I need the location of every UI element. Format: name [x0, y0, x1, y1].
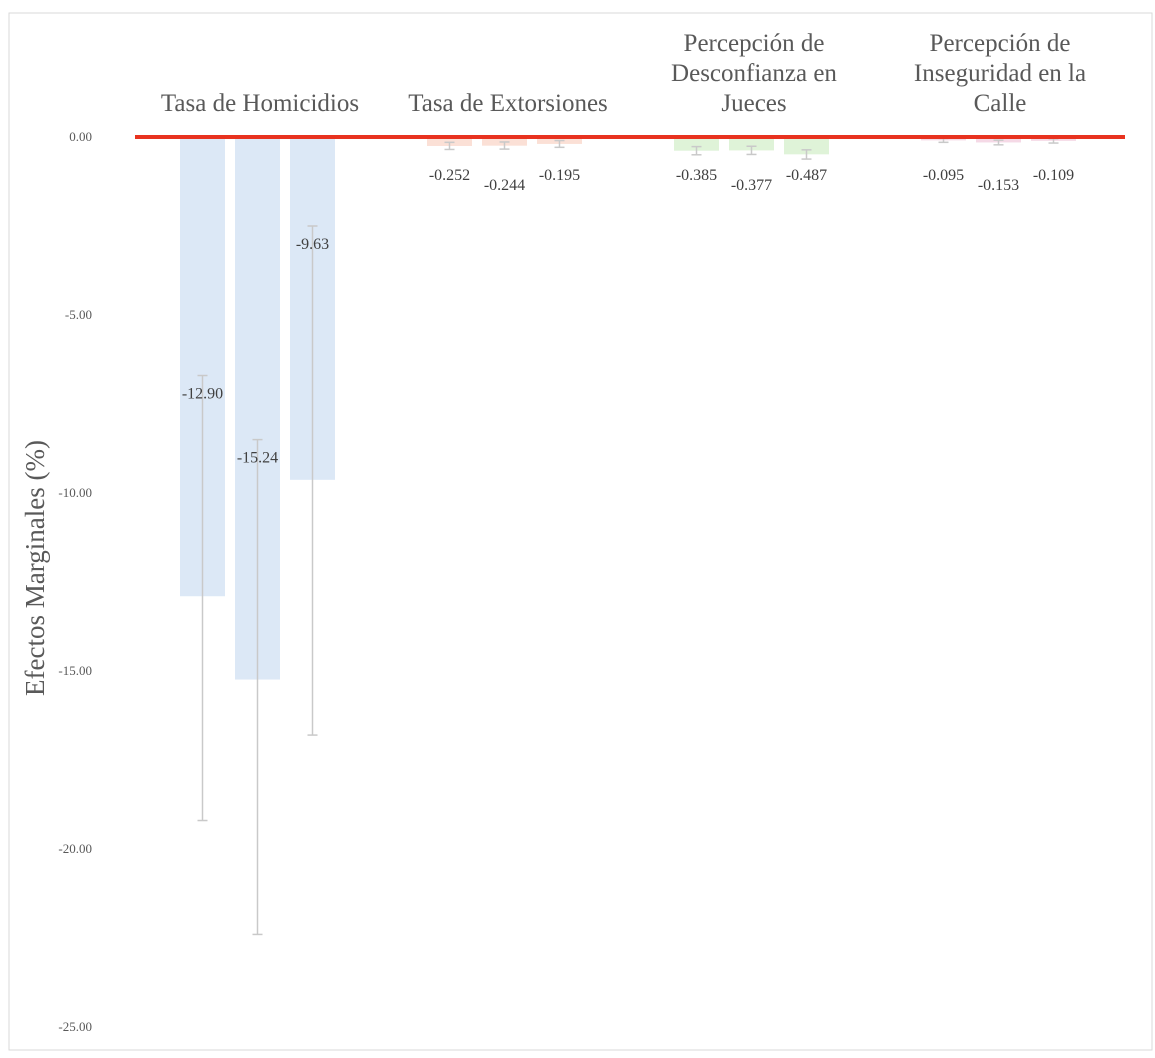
data-labels: -12.90 -15.24 -9.63 -0.252 -0.244 -0.195 -0.38…: [182, 167, 1074, 467]
data-label: -9.63: [296, 236, 329, 253]
data-label: -0.109: [1033, 167, 1074, 184]
bar: [784, 137, 829, 155]
data-label: -12.90: [182, 386, 223, 403]
category-label: Tasa de Homicidios: [161, 90, 359, 117]
data-label: -0.377: [731, 177, 772, 194]
data-label: -0.252: [429, 167, 470, 184]
category-label: Inseguridad en la: [914, 60, 1086, 87]
y-tick-label: -25.00: [58, 1019, 92, 1034]
y-tick-label: -15.00: [58, 663, 92, 678]
bar: [729, 137, 774, 151]
error-bars-layer: [197, 137, 1059, 936]
data-label: -15.24: [237, 450, 278, 467]
y-tick-label: -5.00: [65, 307, 92, 322]
data-label: -0.195: [539, 167, 580, 184]
y-tick-label: -10.00: [58, 485, 92, 500]
category-label: Percepción de: [930, 30, 1071, 57]
bar: [674, 137, 719, 151]
bar: [427, 137, 472, 146]
y-axis-title: Efectos Marginales (%): [20, 440, 50, 696]
data-label: -0.244: [484, 177, 525, 194]
category-label: Jueces: [721, 90, 786, 117]
y-tick-label: 0.00: [69, 129, 92, 144]
y-tick-labels: 0.00 -5.00 -10.00 -15.00 -20.00 -25.00: [58, 129, 92, 1034]
bars-layer: [180, 137, 1076, 680]
category-label: Tasa de Extorsiones: [408, 90, 608, 117]
plot-border: [8, 12, 1153, 1051]
data-label: -0.095: [923, 167, 964, 184]
y-tick-label: -20.00: [58, 841, 92, 856]
category-label: Calle: [974, 90, 1027, 117]
category-label: Percepción de: [684, 30, 825, 57]
category-labels: Tasa de Homicidios Tasa de Extorsiones Per…: [161, 30, 1086, 117]
data-label: -0.153: [978, 177, 1019, 194]
data-label: -0.487: [786, 167, 827, 184]
category-label: Desconfianza en: [671, 60, 837, 87]
data-label: -0.385: [676, 167, 717, 184]
